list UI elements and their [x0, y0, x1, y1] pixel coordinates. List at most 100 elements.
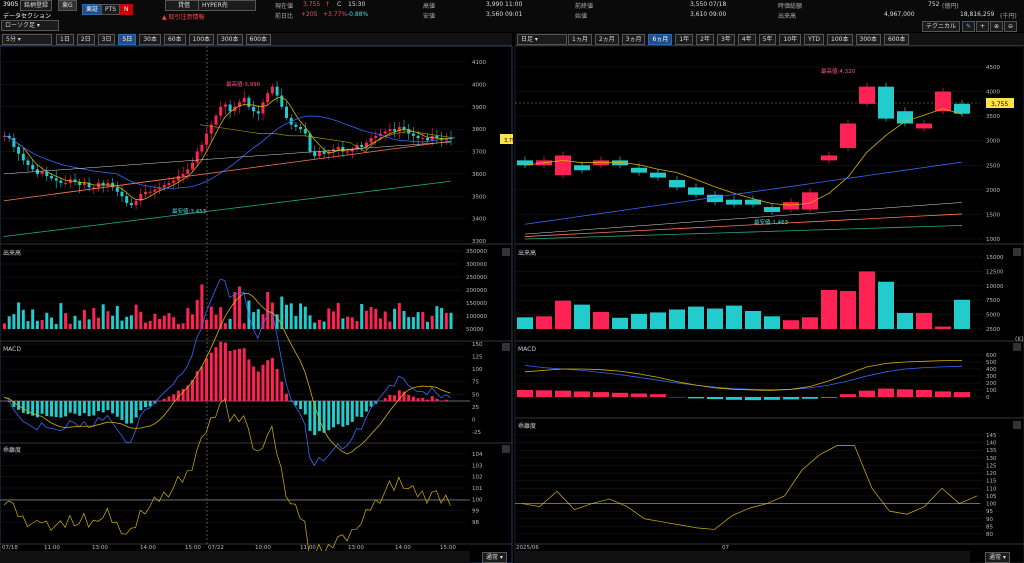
left-volume-bar	[82, 309, 86, 329]
left-macd-bar	[289, 401, 293, 402]
right-period-2[interactable]: 3ヵ月	[621, 34, 646, 45]
left-candle	[31, 164, 35, 170]
left-vol-tick: 150000	[466, 301, 487, 307]
crosshair-icon[interactable]: +	[976, 21, 990, 32]
right-period-8[interactable]: 5年	[758, 34, 777, 45]
left-price-tag	[500, 134, 513, 144]
volume-label: 出来高	[778, 13, 797, 20]
hyper-sell-button[interactable]: HYPER売	[198, 0, 256, 11]
left-volume-bar	[397, 303, 401, 329]
left-period-1[interactable]: 2日	[76, 34, 95, 45]
left-volume-bar	[374, 308, 378, 329]
left-volume-bar	[350, 317, 354, 329]
right-candle	[669, 180, 685, 188]
left-volume-close-icon[interactable]	[502, 248, 510, 256]
left-period-8[interactable]: 600本	[245, 34, 271, 45]
left-macd-bar	[7, 401, 11, 402]
left-macd-bar	[21, 401, 25, 413]
left-period-7[interactable]: 300本	[217, 34, 243, 45]
market-pts-button[interactable]: PTS	[101, 4, 121, 15]
left-candle	[200, 144, 204, 152]
left-interval-select[interactable]: 5分 ▾	[2, 34, 52, 45]
left-volume-bar	[172, 317, 176, 329]
right-period-3[interactable]: 6ヵ月	[648, 34, 673, 45]
right-scroll-select[interactable]: 通常 ▾	[985, 552, 1010, 563]
left-volume-bar	[369, 306, 373, 329]
technical-button[interactable]: テクニカル	[922, 21, 961, 32]
left-ma-day	[199, 124, 456, 152]
left-macd-tick: 125	[472, 355, 483, 361]
right-ma-5	[524, 108, 963, 206]
left-volume-bar	[341, 318, 345, 329]
right-rci-tick: 145	[986, 433, 997, 439]
market-tse-growth-button[interactable]: 東G	[58, 0, 77, 11]
right-period-5[interactable]: 2年	[696, 34, 714, 45]
left-period-6[interactable]: 100本	[188, 34, 215, 45]
right-macd-tick: 600	[986, 353, 997, 359]
right-macd-close-icon[interactable]	[1013, 343, 1021, 351]
right-period-6[interactable]: 3年	[716, 34, 735, 45]
zoom-out-icon[interactable]: ⊖	[1004, 21, 1018, 32]
left-volume-bar	[92, 308, 96, 329]
left-volume-bar	[242, 323, 246, 329]
zoom-in-icon[interactable]: ⊕	[990, 21, 1004, 32]
warning-text[interactable]: ▲ 取引注意情報	[162, 14, 205, 21]
right-price-tick: 2000	[986, 188, 1000, 194]
right-macd-bar	[593, 392, 609, 397]
chart-type-select[interactable]: ローソク足 ▾	[1, 20, 59, 31]
left-period-3[interactable]: 5日	[118, 34, 137, 45]
left-macd-bar	[50, 401, 53, 417]
left-macd-bar	[191, 380, 194, 401]
right-macd-bar	[783, 397, 799, 400]
left-candle	[350, 149, 354, 152]
draw-pen-icon[interactable]: ✎	[962, 21, 976, 32]
right-period-11[interactable]: 100本	[827, 34, 853, 45]
left-macd-bar	[252, 366, 256, 401]
left-period-2[interactable]: 3日	[97, 34, 116, 45]
right-volume-bars	[517, 271, 970, 329]
left-candle	[280, 95, 284, 107]
register-button[interactable]: 銘柄登録	[20, 0, 53, 11]
left-candle	[59, 180, 63, 183]
left-period-4[interactable]: 30本	[139, 34, 161, 45]
right-period-10[interactable]: YTD	[804, 34, 825, 45]
chart-area[interactable]: 4100400039003800370036003500340033003500…	[0, 46, 1024, 563]
left-volume-bar	[153, 313, 157, 329]
left-macd-bar	[181, 388, 185, 401]
header-bar: 3905 銘柄登録 東G データセクション 東証 PTS N ローソク足 ▾ 貸…	[0, 0, 1024, 32]
left-candle	[195, 151, 199, 163]
right-rci-close-icon[interactable]	[1013, 421, 1021, 429]
right-interval-select[interactable]: 日足 ▾	[517, 34, 567, 45]
left-candle	[219, 106, 223, 116]
left-scroll-select[interactable]: 通常 ▾	[482, 552, 507, 563]
left-volume-bar	[205, 319, 209, 329]
right-period-0[interactable]: 1ヵ月	[568, 34, 592, 45]
right-period-9[interactable]: 10年	[779, 34, 802, 45]
left-volume-bar	[252, 312, 256, 329]
right-volume-close-icon[interactable]	[1013, 248, 1021, 256]
left-scrollbar[interactable]	[0, 551, 470, 563]
right-volume-bar	[916, 312, 932, 329]
right-candle	[688, 187, 704, 195]
left-volume-bar	[125, 316, 129, 329]
right-macd-bar	[574, 391, 590, 397]
right-period-1[interactable]: 2ヵ月	[594, 34, 619, 45]
right-period-4[interactable]: 1年	[675, 34, 694, 45]
right-period-7[interactable]: 4年	[737, 34, 756, 45]
right-scrollbar[interactable]	[515, 551, 970, 563]
right-vol-tick: 10000	[986, 284, 1004, 290]
market-tse-button[interactable]: 東証	[82, 4, 103, 15]
low-time: 09:01	[505, 11, 523, 18]
right-period-13[interactable]: 600本	[883, 34, 910, 45]
change-pct: +3.77%	[323, 11, 348, 18]
left-candle	[256, 111, 260, 114]
volume-value: 4,967,000	[884, 11, 915, 18]
left-rci-tick: 103	[472, 463, 483, 469]
left-rci-close-icon[interactable]	[502, 445, 510, 453]
news-n-icon[interactable]: N	[120, 4, 133, 15]
left-period-0[interactable]: 1日	[56, 34, 74, 45]
left-macd-close-icon[interactable]	[502, 343, 510, 351]
right-period-12[interactable]: 300本	[855, 34, 881, 45]
left-period-5[interactable]: 60本	[163, 34, 186, 45]
left-candle	[139, 194, 143, 201]
